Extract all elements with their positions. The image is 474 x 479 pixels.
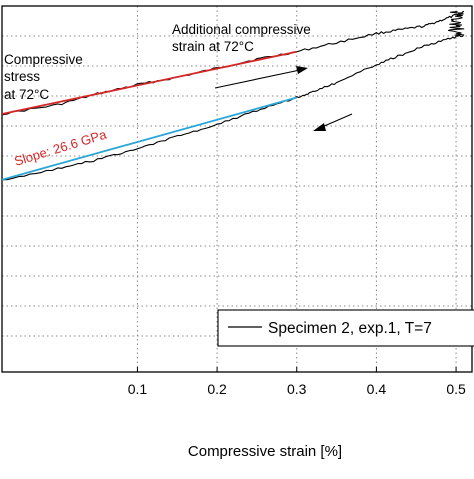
legend-label: Specimen 2, exp.1, T=7 [268,320,432,337]
series-line-slope-fit-blue [1,96,297,181]
arrow-upper [214,66,308,89]
annotation-compressive-stress-line1: Compressive [4,52,83,67]
x-tick-label: 0.5 [446,381,466,397]
annotation-compressive-stress-line3: at 72°C [4,87,49,102]
plot-frame [1,5,473,373]
x-tick-label: 0.2 [207,381,227,397]
grid [2,6,472,372]
annotation-additional-strain-line1: Additional compressive [172,22,311,37]
x-tick-label: 0.4 [367,381,387,397]
legend-box [217,309,474,347]
x-ticks: 0.1 0.2 0.3 0.4 0.5 [128,367,466,397]
series-line-specimen-unloading [1,34,465,181]
legend: Specimen 2, exp.1, T=7 [217,309,474,347]
annotation-compressive-stress-line2: stress [4,69,40,84]
x-tick-label: 0.1 [128,381,148,397]
series-lines [1,10,465,181]
series-line-specimen-peak [447,11,465,36]
annotation-additional-strain-line2: strain at 72°C [172,39,254,54]
x-tick-label: 0.3 [287,381,307,397]
series-line-slope-fit-red [1,50,297,115]
x-axis-label: Compressive strain [%] [188,443,342,460]
arrow-lower [313,113,353,131]
